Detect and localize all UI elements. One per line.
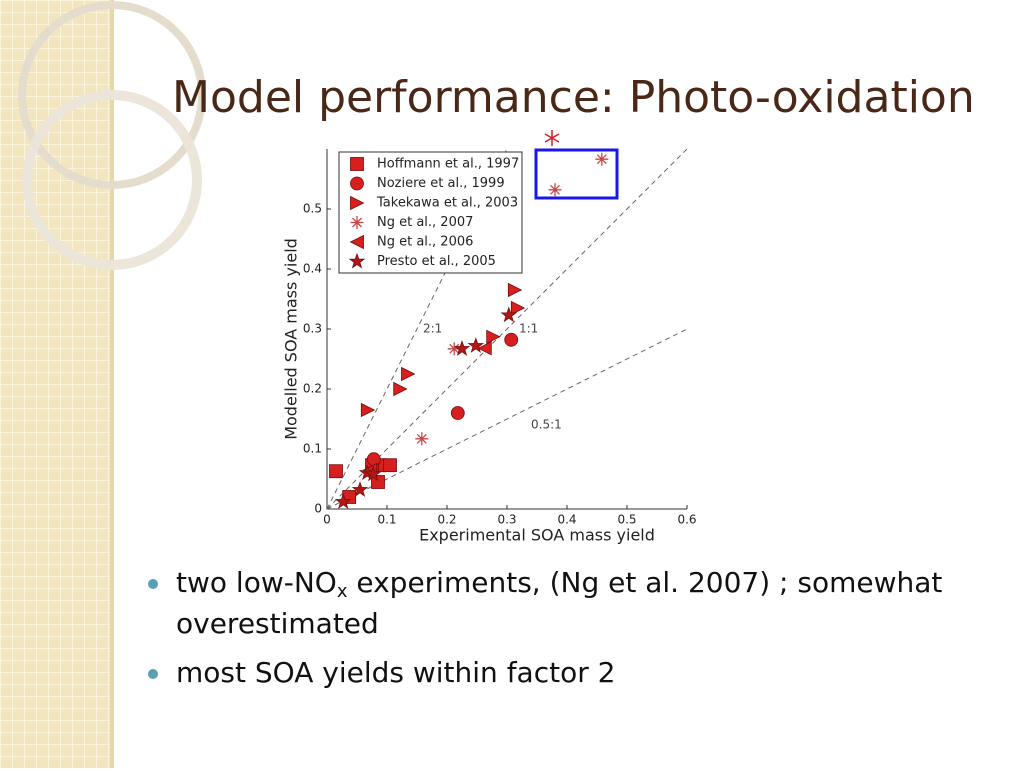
y-tick-label: 0 xyxy=(314,502,322,516)
marker-asterisk xyxy=(595,152,609,166)
bullet-part: experiments, (Ng et al. 2007) ; somewhat xyxy=(347,566,942,599)
deco-ring xyxy=(22,90,202,270)
reference-line xyxy=(326,148,688,510)
bullet-dot xyxy=(148,669,158,679)
marker-triangle xyxy=(393,381,408,397)
legend-label: Hoffmann et al., 1997 xyxy=(377,157,519,172)
marker-star xyxy=(500,306,518,323)
marker-star xyxy=(467,337,485,353)
marker-circle xyxy=(450,406,465,420)
x-axis-label: Experimental SOA mass yield xyxy=(419,526,655,545)
marker-star xyxy=(453,340,471,356)
x-tick-label: 0 xyxy=(323,513,331,527)
marker-star xyxy=(334,493,352,509)
bullet-dot xyxy=(148,579,158,589)
legend-label: Presto et al., 2005 xyxy=(377,254,496,269)
marker-asterisk xyxy=(447,342,461,356)
bullet-text-continued: overestimated xyxy=(176,607,379,640)
x-tick-label: 0.1 xyxy=(377,513,396,527)
y-tick-label: 0.5 xyxy=(303,202,322,216)
y-axis-label: Modelled SOA mass yield xyxy=(282,238,301,440)
marker-circle xyxy=(504,332,519,347)
y-tick-label: 0.2 xyxy=(303,382,322,396)
marker-triangle xyxy=(486,329,501,344)
bullet-text: two low-NOx experiments, (Ng et al. 2007… xyxy=(176,566,942,602)
bullet-part: two low-NO xyxy=(176,566,337,599)
legend-box xyxy=(338,151,523,274)
x-tick-label: 0.5 xyxy=(617,513,636,527)
marker-triangle xyxy=(349,234,364,250)
marker-circle xyxy=(366,452,381,467)
reference-label: 2:1 xyxy=(423,322,442,336)
marker-circle xyxy=(350,176,364,191)
marker-square xyxy=(383,458,397,473)
marker-triangle xyxy=(401,366,416,382)
deco-ring xyxy=(18,1,206,189)
marker-triangle xyxy=(350,195,365,211)
reference-label: 0.5:1 xyxy=(531,418,562,432)
side-edge xyxy=(110,0,114,768)
bullet-text: most SOA yields within factor 2 xyxy=(176,656,615,689)
marker-star xyxy=(351,481,369,497)
marker-square xyxy=(350,157,364,171)
annotation-asterisk xyxy=(544,130,560,146)
legend-label: Takekawa et al., 2003 xyxy=(376,196,518,211)
y-tick-label: 0.1 xyxy=(303,442,322,456)
x-tick-label: 0.3 xyxy=(497,513,516,527)
chart: 0 0.1 0.2 0.3 0.4 0.5 0.600.10.20.30.40.5Exper… xyxy=(282,148,697,545)
y-tick-label: 0.3 xyxy=(303,322,322,336)
marker-square xyxy=(329,464,343,479)
side-strip xyxy=(0,0,112,768)
legend-label: Noziere et al., 1999 xyxy=(377,176,505,191)
marker-triangle xyxy=(510,300,526,316)
bullet-subscript: x xyxy=(337,581,348,602)
marker-asterisk xyxy=(415,432,429,446)
x-tick-label: 0.2 xyxy=(437,513,456,527)
legend-label: Ng et al., 2006 xyxy=(377,235,473,250)
y-tick-label: 0.4 xyxy=(303,262,322,276)
slide-title: Model performance: Photo-oxidation xyxy=(172,72,975,123)
x-tick-label: 0.4 xyxy=(557,513,576,527)
reference-line xyxy=(326,328,688,510)
reference-label: 1:1 xyxy=(519,322,538,336)
marker-triangle xyxy=(507,282,523,298)
marker-star xyxy=(364,465,382,482)
marker-triangle xyxy=(360,402,376,418)
marker-asterisk xyxy=(350,216,364,229)
marker-star xyxy=(348,252,366,269)
x-tick-label: 0.6 xyxy=(677,513,696,527)
highlight-box xyxy=(534,148,619,200)
marker-triangle xyxy=(477,341,492,356)
legend-label: Ng et al., 2007 xyxy=(377,215,473,230)
marker-asterisk xyxy=(548,183,562,197)
